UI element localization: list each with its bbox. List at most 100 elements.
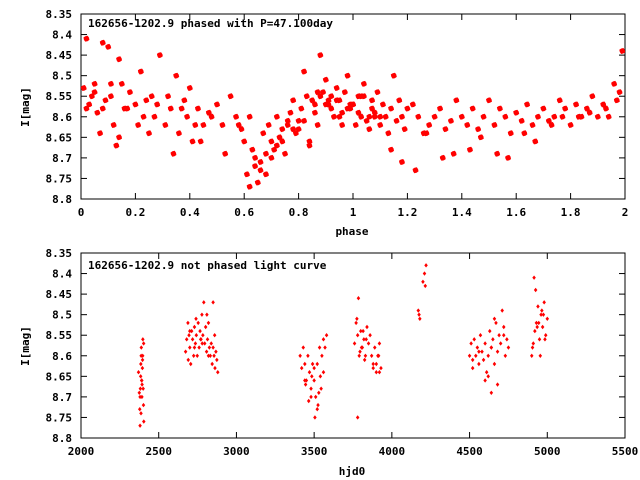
phased-point [423,130,430,137]
phased-point [298,105,305,112]
unphased-x-tick-label: 3500 [301,445,328,458]
phased-point [170,150,177,157]
phased-point [176,130,182,137]
phased-point [265,122,272,128]
unphased-x-tick-label: 5500 [612,445,639,458]
unphased-point [141,337,145,342]
phased-x-tick-label: 0 [78,206,85,219]
phased-point [399,113,405,120]
unphased-point [355,415,360,420]
unphased-point [188,328,192,334]
phased-point [116,56,122,63]
phased-x-tick-label: 0.4 [180,206,200,219]
phased-y-tick-label: 8.6 [52,111,72,124]
phased-point [268,154,275,161]
unphased-point [374,370,379,375]
phased-point [227,93,234,100]
phased-point [301,68,307,75]
phased-point [260,130,267,137]
phased-y-tick-label: 8.55 [46,90,73,103]
unphased-point [307,370,312,375]
phased-point [140,113,147,120]
unphased-point [313,415,317,420]
phased-point [486,97,492,104]
unphased-point [194,316,198,321]
phased-point [336,113,343,120]
phased-point [344,72,351,79]
unphased-point [200,312,204,317]
phased-x-tick-label: 0.6 [234,206,254,219]
phased-point [83,35,90,42]
unphased-point [211,300,215,305]
unphased-point [200,341,204,346]
unphased-x-tick-label: 2000 [68,445,95,458]
phased-point [442,126,449,133]
unphased-point [480,349,484,354]
unphased-chart: 8.35 8.4 8.45 8.5 8.55 8.6 8.65 8.7 8.75 8.8 2000… [19,247,638,478]
phased-point [358,93,365,100]
unphased-point [361,328,365,334]
phased-point [325,97,332,104]
phased-x-tick-label: 1 [350,206,357,219]
phased-point [366,126,373,133]
phased-point [108,80,114,87]
unphased-point [495,349,500,354]
unphased-point [208,353,213,358]
phased-point [186,85,193,91]
unphased-x-tick-label: 3000 [223,445,250,458]
phased-point [306,142,313,149]
phased-point [594,113,601,120]
unphased-point [136,370,141,375]
phased-point [301,117,307,124]
unphased-y-tick-label: 8.6 [52,350,72,363]
unphased-point [537,337,542,342]
phased-point [390,72,397,79]
phased-point [273,142,280,149]
unphased-point [303,378,307,383]
phased-point [360,80,367,87]
unphased-point [489,390,494,395]
phased-point [151,113,158,120]
phased-point [399,159,405,165]
phased-point [124,105,131,112]
unphased-point [362,357,367,363]
phased-point [91,80,98,87]
unphased-y-tick-label: 8.5 [52,309,72,322]
phased-point [507,130,514,137]
phased-x-axis-label: phase [335,225,368,238]
phased-point [371,113,378,120]
unphased-point [421,279,425,284]
phased-point [314,89,321,96]
unphased-point [505,337,509,342]
unphased-point [542,300,546,305]
phased-point [562,105,569,112]
phased-point [279,126,286,133]
unphased-point [193,341,198,346]
phased-point [388,146,394,153]
unphased-point [184,337,189,342]
unphased-point [423,283,428,289]
unphased-point [529,353,534,358]
phased-point [382,113,389,120]
unphased-point [188,345,192,350]
phased-point [309,97,316,104]
unphased-point [355,316,359,321]
unphased-point [371,361,375,367]
phased-point [355,109,362,116]
unphased-point [138,394,142,400]
unphased-point [195,353,200,358]
unphased-point [141,402,146,408]
phased-point [369,97,375,104]
phased-x-tick-label: 1.6 [506,206,526,219]
phased-point [165,93,171,100]
phased-point [205,109,212,116]
unphased-point [503,353,508,358]
unphased-point [310,361,315,367]
phased-point [238,126,245,133]
unphased-plot-frame [80,252,626,439]
phased-point [339,122,346,128]
unphased-point [211,345,215,350]
unphased-point [298,353,302,358]
unphased-point [212,353,216,358]
